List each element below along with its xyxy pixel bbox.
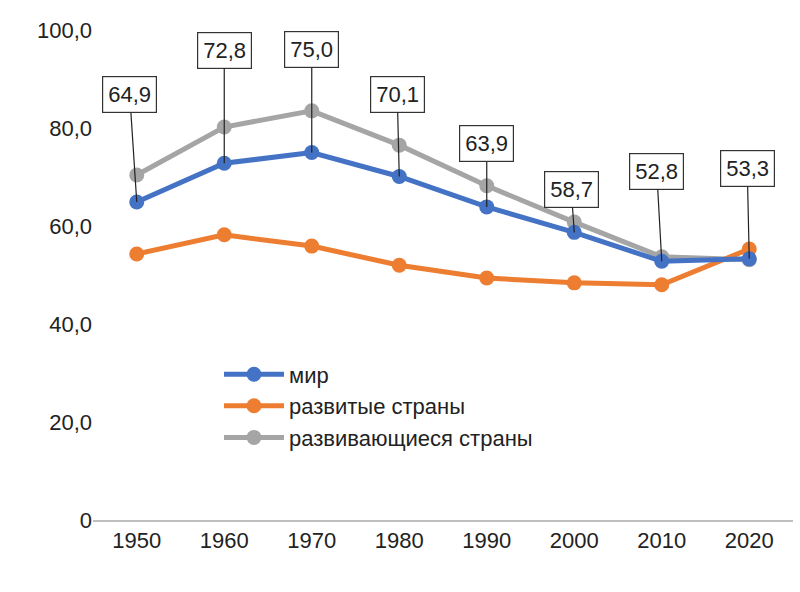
svg-text:100,0: 100,0 bbox=[37, 18, 92, 43]
svg-text:20,0: 20,0 bbox=[49, 410, 92, 435]
svg-text:60,0: 60,0 bbox=[49, 214, 92, 239]
svg-text:58,7: 58,7 bbox=[550, 177, 593, 202]
svg-text:52,8: 52,8 bbox=[635, 159, 678, 184]
svg-text:80,0: 80,0 bbox=[49, 116, 92, 141]
svg-text:мир: мир bbox=[289, 363, 329, 388]
svg-text:75,0: 75,0 bbox=[290, 37, 333, 62]
svg-text:1970: 1970 bbox=[287, 528, 336, 553]
svg-text:63,9: 63,9 bbox=[465, 131, 508, 156]
svg-text:64,9: 64,9 bbox=[108, 82, 151, 107]
svg-text:1950: 1950 bbox=[112, 528, 161, 553]
svg-text:2010: 2010 bbox=[637, 528, 686, 553]
svg-text:2000: 2000 bbox=[550, 528, 599, 553]
svg-text:0: 0 bbox=[80, 508, 92, 533]
svg-text:1960: 1960 bbox=[200, 528, 249, 553]
svg-text:72,8: 72,8 bbox=[203, 38, 246, 63]
svg-text:53,3: 53,3 bbox=[726, 156, 769, 181]
svg-text:развивающиеся страны: развивающиеся страны bbox=[289, 426, 533, 451]
svg-text:1990: 1990 bbox=[462, 528, 511, 553]
svg-text:70,1: 70,1 bbox=[376, 82, 419, 107]
svg-text:2020: 2020 bbox=[725, 528, 774, 553]
svg-text:развитые страны: развитые страны bbox=[289, 394, 465, 419]
svg-text:1980: 1980 bbox=[375, 528, 424, 553]
svg-text:40,0: 40,0 bbox=[49, 312, 92, 337]
